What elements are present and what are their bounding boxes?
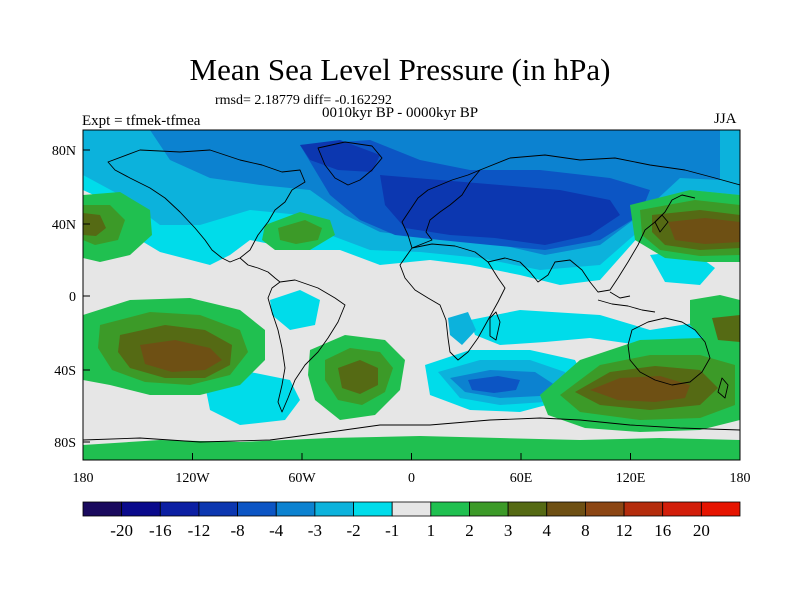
colorbar-swatch <box>237 501 277 517</box>
colorbar-label: 2 <box>465 521 474 540</box>
lat-tick-labels: 80N 40N 0 40S 80S <box>52 144 76 451</box>
colorbar-swatch <box>82 501 123 517</box>
colorbar-swatch <box>159 501 200 517</box>
west-pacific-high-center <box>668 218 740 244</box>
southern-ocean-low-core <box>468 376 520 393</box>
colorbar-swatch <box>469 501 509 517</box>
colorbar-swatch <box>623 501 664 517</box>
colorbar-label: 4 <box>543 521 552 540</box>
atlantic-high-core <box>278 220 322 244</box>
lon-tick-labels: 180 120W 60W 0 60E 120E 180 <box>73 471 751 486</box>
antarctica-coastline <box>83 417 740 443</box>
coastlines <box>83 141 740 443</box>
colorbar-swatch <box>700 501 741 517</box>
colorbar-labels: -20 -16 -12 -8 -4 -3 -2 -1 1 2 3 4 8 12 16 20 <box>110 521 710 540</box>
lon-tick-label: 120E <box>616 471 646 486</box>
japan-coastline <box>654 214 669 233</box>
lat-tick-label: 40S <box>54 364 76 379</box>
colorbar-label: -2 <box>346 521 360 540</box>
lon-tick-label: 60W <box>288 471 316 486</box>
colorbar-label: -1 <box>385 521 399 540</box>
colorbar-swatch <box>391 501 432 517</box>
colorbar-label: 8 <box>581 521 590 540</box>
colorbar-swatch <box>121 501 161 517</box>
lat-tick-label: 0 <box>69 290 76 305</box>
colorbar-swatch <box>546 501 586 517</box>
colorbar-swatch <box>314 501 354 517</box>
colorbar-swatch <box>198 501 238 517</box>
colorbar-swatch <box>430 501 470 517</box>
south-pacific-high-core <box>140 340 222 372</box>
south-america-coastline <box>267 279 346 413</box>
colorbar-swatch <box>585 501 625 517</box>
central-america-coastline <box>239 257 281 283</box>
europe-coastline <box>401 169 481 249</box>
lon-ticks <box>82 453 741 460</box>
colorbar-label: 3 <box>504 521 513 540</box>
north-america-coastline <box>107 149 306 263</box>
season-label: JJA <box>714 111 737 127</box>
colorbar-label: -4 <box>269 521 284 540</box>
tasman-high-core <box>712 315 740 342</box>
lat-tick-label: 80S <box>54 436 76 451</box>
lat-ticks <box>83 149 90 443</box>
colorbar-label: -8 <box>231 521 245 540</box>
lat-tick-label: 40N <box>52 218 76 233</box>
australia-coastline <box>627 317 711 386</box>
mozambique-low <box>448 312 476 345</box>
pressure-map <box>83 130 740 460</box>
colorbar-label: -3 <box>308 521 322 540</box>
colorbar-label: 16 <box>654 521 671 540</box>
colorbar-label: -16 <box>149 521 172 540</box>
stats-text: rmsd= 2.18779 diff= -0.162292 <box>215 93 392 108</box>
eurasia-low-core <box>380 175 620 245</box>
colorbar-label: 20 <box>693 521 710 540</box>
madagascar-coastline <box>489 311 501 341</box>
south-atlantic-high-core <box>338 360 378 394</box>
lon-tick-label: 180 <box>730 471 751 486</box>
lon-tick-label: 120W <box>175 471 210 486</box>
africa-coastline <box>399 243 506 361</box>
lon-tick-label: 180 <box>73 471 94 486</box>
indonesia-coastline <box>597 291 656 313</box>
lon-tick-label: 60E <box>510 471 533 486</box>
atlantic-equatorial-low <box>270 290 320 330</box>
colorbar-label: -20 <box>110 521 133 540</box>
colorbar-swatch <box>275 501 316 517</box>
experiment-label: Expt = tfmek-tfmea <box>82 113 201 129</box>
new-zealand-coastline <box>717 377 729 399</box>
lon-tick-label: 0 <box>408 471 415 486</box>
colorbar-label: 12 <box>616 521 633 540</box>
period-text: 0010kyr BP - 0000kyr BP <box>322 105 479 121</box>
antarctic-high <box>83 436 740 460</box>
greenland-coastline <box>317 141 383 186</box>
colorbar-swatch <box>662 501 702 517</box>
colorbar-swatch <box>353 501 393 517</box>
colorbar <box>82 501 741 517</box>
lat-tick-label: 80N <box>52 144 76 159</box>
map-title: Mean Sea Level Pressure (in hPa) <box>189 52 611 87</box>
colorbar-label: 1 <box>427 521 436 540</box>
colorbar-label: -12 <box>188 521 211 540</box>
colorbar-swatch <box>507 501 548 517</box>
north-pacific-high-center <box>83 213 106 236</box>
